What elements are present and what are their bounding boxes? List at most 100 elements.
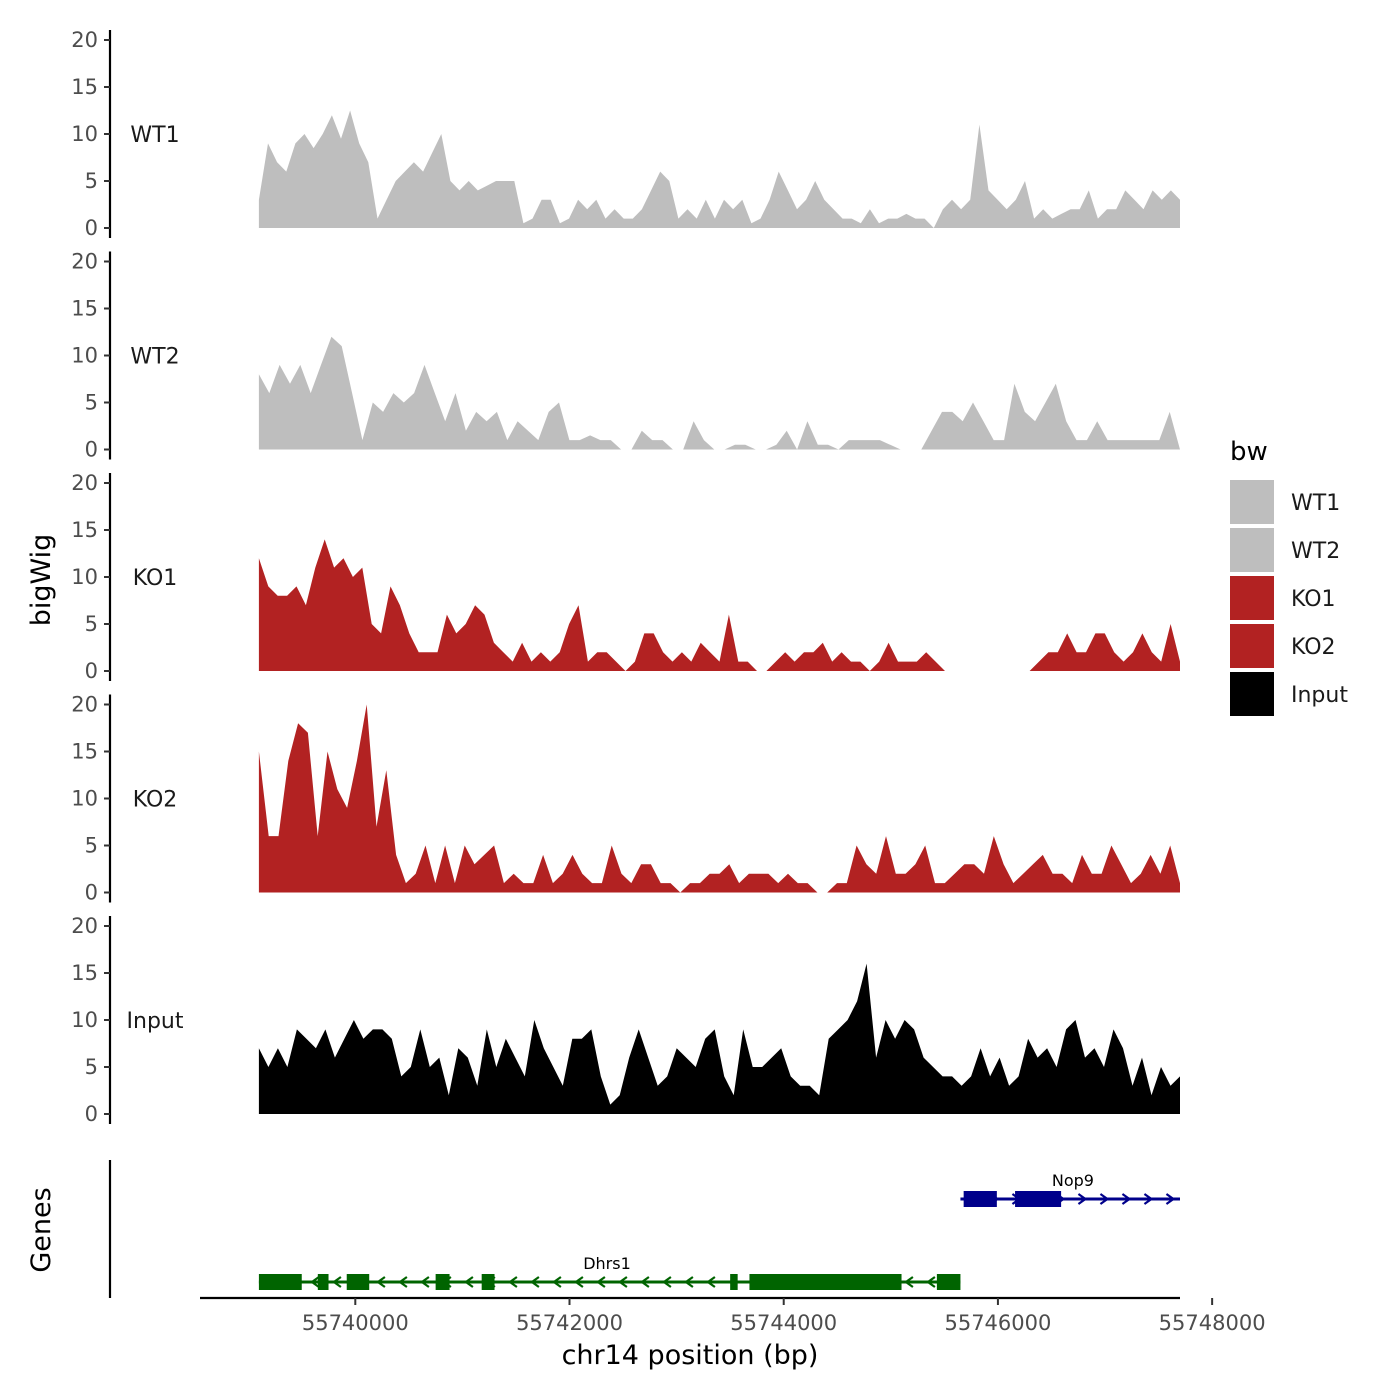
y-tick-label: 10 [71, 122, 98, 146]
exon [730, 1274, 738, 1290]
panel-input: 0 5 10 15 20 Input [71, 914, 1180, 1126]
area-ko2 [258, 704, 1180, 893]
y-tick-label: 15 [71, 518, 98, 542]
y-tick-label: 15 [71, 75, 98, 99]
y-tick-label: 20 [71, 250, 98, 274]
gene-dhrs1: Dhrs1 [258, 1254, 961, 1290]
exon [963, 1191, 997, 1207]
legend-label: WT2 [1291, 539, 1340, 564]
exon [435, 1274, 450, 1290]
genes-axis-title: Genes [26, 1187, 57, 1272]
signal-panels: 0 5 10 15 20 WT1 0 5 10 15 20 WT2 0 5 10 15 20 KO1 0 5 10 15 2… [71, 28, 1180, 1126]
strand-chevron [684, 1276, 694, 1288]
gene-label: Nop9 [1052, 1171, 1094, 1190]
legend-key-input [1230, 672, 1274, 716]
strand-chevron [574, 1276, 584, 1288]
y-tick-label: 5 [85, 834, 98, 858]
y-tick-label: 5 [85, 1055, 98, 1079]
legend-key-ko2 [1230, 624, 1274, 668]
panel-ko1: 0 5 10 15 20 KO1 [71, 471, 1180, 683]
strand-chevron [508, 1276, 518, 1288]
panel-label: WT2 [130, 345, 179, 370]
x-tick-label: 55740000 [302, 1311, 409, 1335]
panel-wt1: 0 5 10 15 20 WT1 [71, 28, 1180, 240]
legend: bw WT1 WT2 KO1 KO2 Input [1230, 437, 1348, 716]
y-tick-label: 10 [71, 344, 98, 368]
area-wt2 [258, 336, 1180, 450]
y-tick-label: 20 [71, 471, 98, 495]
panel-label: WT1 [130, 123, 179, 148]
strand-chevron [420, 1276, 430, 1288]
strand-chevron [1165, 1193, 1176, 1205]
y-tick-label: 5 [85, 169, 98, 193]
legend-label: WT1 [1291, 491, 1340, 516]
y-tick-label: 10 [71, 787, 98, 811]
strand-chevron [1121, 1193, 1132, 1205]
y-tick-label: 10 [71, 1008, 98, 1032]
y-tick-label: 0 [85, 881, 98, 905]
y-tick-label: 15 [71, 961, 98, 985]
exon [481, 1274, 495, 1290]
x-tick-label: 55746000 [944, 1311, 1051, 1335]
strand-chevron [332, 1276, 342, 1288]
strand-chevron [1077, 1193, 1088, 1205]
y-tick-label: 5 [85, 612, 98, 636]
exon [1015, 1191, 1062, 1207]
y-tick-label: 0 [85, 659, 98, 683]
strand-chevron [310, 1276, 320, 1288]
gene-nop9: Nop9 [960, 1171, 1180, 1207]
strand-chevron [464, 1276, 474, 1288]
y-tick-label: 0 [85, 1102, 98, 1126]
x-tick-label: 55742000 [516, 1311, 623, 1335]
y-tick-label: 15 [71, 297, 98, 321]
panel-label: Input [127, 1009, 184, 1034]
strand-chevron [706, 1276, 716, 1288]
strand-chevron [618, 1276, 628, 1288]
y-tick-label: 20 [71, 693, 98, 717]
legend-label: KO2 [1291, 635, 1336, 660]
strand-chevron [530, 1276, 540, 1288]
x-axis: 55740000 55742000 55744000 55746000 55748000 [200, 1296, 1266, 1335]
y-axis-title: bigWig [26, 534, 57, 627]
legend-title: bw [1230, 437, 1268, 467]
panel-label: KO1 [133, 566, 178, 591]
y-tick-label: 5 [85, 391, 98, 415]
genes-panel: Dhrs1 Nop9 [108, 1160, 1180, 1298]
strand-chevron [662, 1276, 672, 1288]
legend-label: KO1 [1291, 587, 1336, 612]
x-tick-label: 55744000 [730, 1311, 837, 1335]
strand-chevron [552, 1276, 562, 1288]
x-tick-label: 55748000 [1159, 1311, 1266, 1335]
exon [749, 1274, 902, 1290]
y-tick-label: 20 [71, 914, 98, 938]
strand-chevron [640, 1276, 650, 1288]
panel-label: KO2 [133, 788, 178, 813]
y-tick-label: 20 [71, 28, 98, 52]
strand-chevron [596, 1276, 606, 1288]
area-input [258, 963, 1180, 1114]
strand-chevron [1143, 1193, 1154, 1205]
exon [936, 1274, 961, 1290]
x-axis-title: chr14 position (bp) [562, 1340, 819, 1371]
exon [317, 1274, 329, 1290]
y-tick-label: 15 [71, 740, 98, 764]
exon [346, 1274, 370, 1290]
y-tick-label: 0 [85, 216, 98, 240]
area-wt1 [258, 110, 1180, 228]
area-ko1 [258, 539, 1180, 671]
strand-chevron [904, 1276, 914, 1288]
strand-chevron [1099, 1193, 1110, 1205]
legend-label: Input [1291, 683, 1348, 708]
y-tick-label: 10 [71, 565, 98, 589]
strand-chevron [398, 1276, 408, 1288]
gene-label: Dhrs1 [583, 1254, 631, 1273]
panel-wt2: 0 5 10 15 20 WT2 [71, 250, 1180, 462]
strand-chevron [376, 1276, 386, 1288]
legend-key-ko1 [1230, 576, 1274, 620]
exon [258, 1274, 302, 1290]
y-tick-label: 0 [85, 438, 98, 462]
legend-key-wt1 [1230, 480, 1274, 524]
panel-ko2: 0 5 10 15 20 KO2 [71, 693, 1180, 905]
strand-chevron [926, 1276, 936, 1288]
